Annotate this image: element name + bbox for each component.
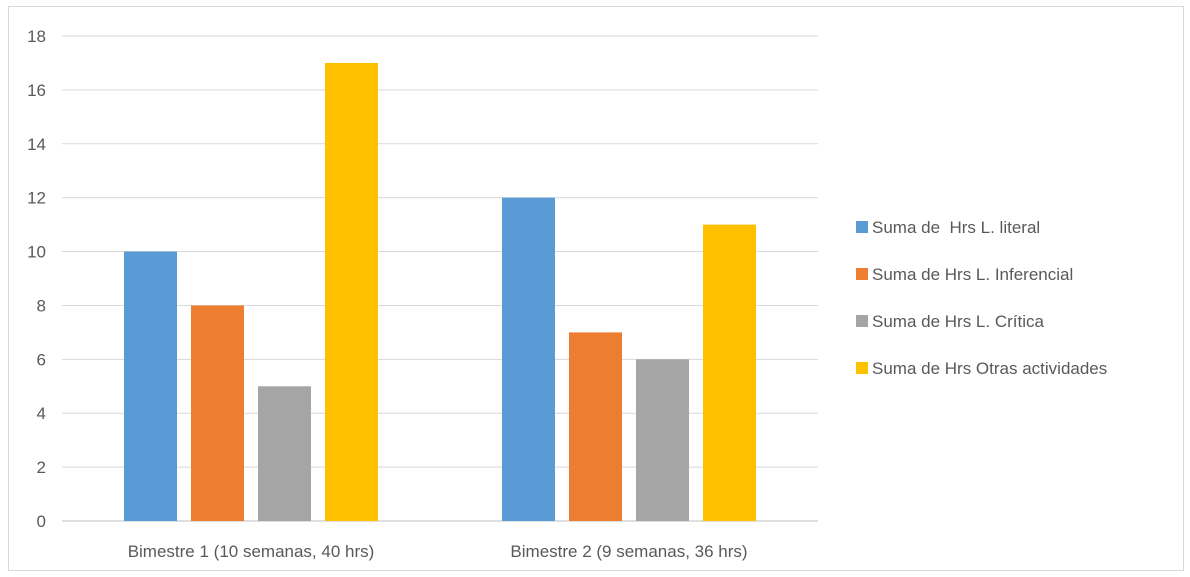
x-axis: Bimestre 1 (10 semanas, 40 hrs) Bimestre … [128, 542, 748, 561]
y-tick-label: 0 [37, 512, 46, 531]
legend-label: Suma de Hrs Otras actividades [872, 359, 1107, 378]
legend-label: Suma de Hrs L. Inferencial [872, 265, 1073, 284]
legend-label: Suma de Hrs L. literal [872, 218, 1040, 237]
bar-2-2 [569, 332, 622, 521]
bar-4-2 [703, 224, 756, 521]
bar-3-2 [636, 359, 689, 521]
x-tick-label: Bimestre 2 (9 semanas, 36 hrs) [510, 542, 747, 561]
y-tick-label: 16 [27, 81, 46, 100]
legend-swatch [856, 221, 868, 233]
y-tick-label: 14 [27, 135, 46, 154]
y-tick-label: 12 [27, 189, 46, 208]
legend-label: Suma de Hrs L. Crítica [872, 312, 1044, 331]
legend-swatch [856, 362, 868, 374]
y-tick-label: 8 [37, 296, 46, 315]
y-tick-label: 10 [27, 243, 46, 262]
gridlines [62, 35, 818, 522]
legend-swatch [856, 315, 868, 327]
legend: Suma de Hrs L. literal Suma de Hrs L. Inf… [856, 218, 1107, 378]
bar-3-1 [258, 386, 311, 521]
y-tick-label: 2 [37, 458, 46, 477]
bars [124, 62, 756, 522]
legend-swatch [856, 268, 868, 280]
bar-1-1 [124, 251, 177, 522]
bar-4-1 [325, 62, 378, 521]
x-tick-label: Bimestre 1 (10 semanas, 40 hrs) [128, 542, 375, 561]
y-tick-label: 4 [37, 404, 46, 423]
bar-2-1 [191, 305, 244, 521]
y-tick-label: 18 [27, 27, 46, 46]
y-axis: 0 2 4 6 8 10 12 14 16 18 [27, 27, 46, 531]
bar-1-2 [502, 197, 555, 521]
y-tick-label: 6 [37, 350, 46, 369]
